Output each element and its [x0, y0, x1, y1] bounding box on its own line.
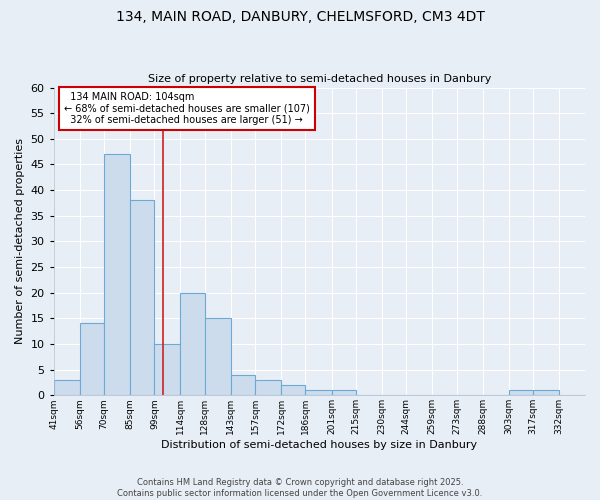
Text: Contains HM Land Registry data © Crown copyright and database right 2025.
Contai: Contains HM Land Registry data © Crown c… — [118, 478, 482, 498]
Bar — [80, 324, 104, 396]
Bar — [509, 390, 533, 396]
Bar — [181, 292, 205, 396]
Bar — [205, 318, 231, 396]
Bar — [54, 380, 80, 396]
Bar — [332, 390, 356, 396]
Y-axis label: Number of semi-detached properties: Number of semi-detached properties — [15, 138, 25, 344]
Text: 134, MAIN ROAD, DANBURY, CHELMSFORD, CM3 4DT: 134, MAIN ROAD, DANBURY, CHELMSFORD, CM3… — [116, 10, 484, 24]
Title: Size of property relative to semi-detached houses in Danbury: Size of property relative to semi-detach… — [148, 74, 491, 84]
X-axis label: Distribution of semi-detached houses by size in Danbury: Distribution of semi-detached houses by … — [161, 440, 478, 450]
Bar — [231, 375, 255, 396]
Bar — [255, 380, 281, 396]
Bar — [130, 200, 154, 396]
Text: 134 MAIN ROAD: 104sqm
← 68% of semi-detached houses are smaller (107)
  32% of s: 134 MAIN ROAD: 104sqm ← 68% of semi-deta… — [64, 92, 310, 126]
Bar — [533, 390, 559, 396]
Bar — [104, 154, 130, 396]
Bar — [305, 390, 332, 396]
Bar — [154, 344, 181, 396]
Bar — [281, 385, 305, 396]
